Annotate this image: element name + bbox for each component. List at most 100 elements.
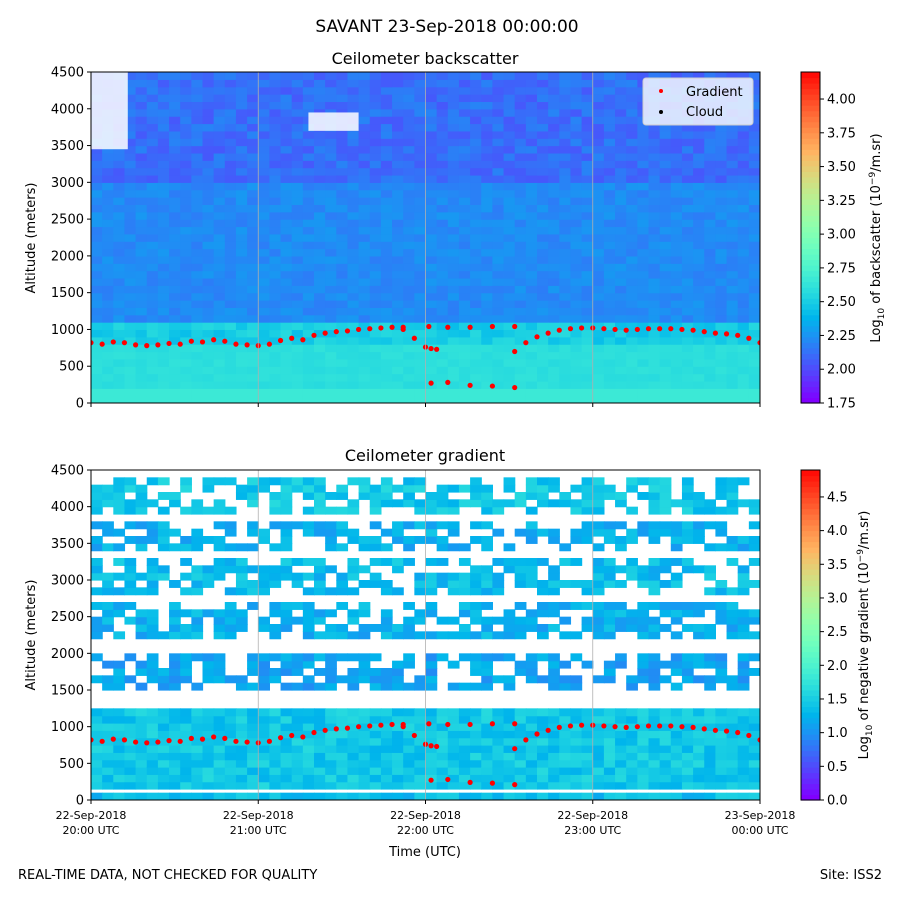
colorbar-segment xyxy=(801,761,820,768)
colorbar-segment xyxy=(801,745,820,752)
colorbar-tick-label: 1.5 xyxy=(827,692,848,707)
colorbar-segment xyxy=(801,574,820,581)
y-tick-label: 2500 xyxy=(51,610,84,625)
colorbar-segment xyxy=(801,514,820,521)
gradient-marker xyxy=(534,334,540,340)
gradient-marker xyxy=(523,340,529,346)
colorbar-segment xyxy=(801,558,820,565)
colorbar-segment xyxy=(801,259,820,266)
backscatter-plot-area xyxy=(90,72,761,403)
gradient-marker xyxy=(426,721,432,727)
backscatter-colorbar: 1.75 2.00 2.25 2.50 2.75 3.00 3.25 3.50 3.75 4.00 xyxy=(800,71,856,412)
gradient-marker xyxy=(556,327,562,333)
colorbar-segment xyxy=(801,569,820,576)
gradient-marker xyxy=(679,326,685,333)
colorbar-segment xyxy=(801,331,820,338)
colorbar-segment xyxy=(801,314,820,321)
gradient-marker xyxy=(389,324,395,330)
colorbar-segment xyxy=(801,94,820,101)
colorbar-segment xyxy=(801,662,820,669)
colorbar-segment xyxy=(801,105,820,112)
gradient-marker xyxy=(300,337,306,343)
x-tick-label-date: 22-Sep-2018 xyxy=(557,809,628,822)
gradient-marker xyxy=(244,342,250,348)
colorbar-segment xyxy=(801,646,820,653)
gradient-marker xyxy=(144,343,150,349)
colorbar-segment xyxy=(801,99,820,106)
colorbar-tick-label: 3.25 xyxy=(827,194,856,209)
gradient-marker xyxy=(311,332,317,338)
colorbar-segment xyxy=(801,503,820,510)
colorbar-segment xyxy=(801,298,820,305)
gradient-marker xyxy=(545,330,551,336)
colorbar-segment xyxy=(801,706,820,713)
gradient-marker xyxy=(289,335,295,341)
gradient-marker xyxy=(333,329,339,335)
colorbar-segment xyxy=(801,77,820,84)
y-tick-label: 4500 xyxy=(51,66,84,81)
gradient-marker xyxy=(467,721,473,728)
gradient-marker xyxy=(322,727,328,733)
gradient-marker xyxy=(188,338,194,344)
colorbar-tick-label: 4.5 xyxy=(827,490,848,505)
colorbar-segment xyxy=(801,143,820,150)
colorbar-segment xyxy=(801,530,820,537)
gradient-marker xyxy=(601,723,607,729)
colorbar-segment xyxy=(801,292,820,299)
backscatter-panel: Ceilometer backscatter 0 500 1000 1500 2000 2… xyxy=(24,49,887,412)
gradient-marker xyxy=(579,325,585,331)
gradient-marker xyxy=(612,724,618,730)
gradient-marker xyxy=(199,339,206,345)
gradient-marker xyxy=(344,328,351,334)
colorbar-segment xyxy=(801,712,820,719)
gradient-marker xyxy=(668,326,674,332)
gradient-marker xyxy=(378,722,384,728)
colorbar-segment xyxy=(801,701,820,708)
figure-suptitle: SAVANT 23-Sep-2018 00:00:00 xyxy=(315,17,578,37)
colorbar-tick-label: 3.00 xyxy=(827,228,856,243)
colorbar-segment xyxy=(801,375,820,382)
gradient-marker xyxy=(411,335,417,341)
gradient-marker xyxy=(579,722,585,728)
x-tick-label-date: 22-Sep-2018 xyxy=(390,809,461,822)
colorbar-frame xyxy=(800,71,821,404)
backscatter-ylabel: Altitude (meters) xyxy=(24,183,39,294)
gradient-marker xyxy=(211,734,217,740)
gradient-marker xyxy=(222,338,228,344)
colorbar-segment xyxy=(801,602,820,609)
colorbar-segment xyxy=(801,254,820,261)
colorbar-segment xyxy=(801,182,820,189)
x-tick-label-time: 23:00 UTC xyxy=(564,824,621,837)
gradient-marker xyxy=(121,340,128,346)
colorbar-segment xyxy=(801,618,820,625)
colorbar-segment xyxy=(801,486,820,493)
gradient-marker xyxy=(426,323,432,330)
gradient-marker xyxy=(99,738,105,744)
x-tick-label-date: 22-Sep-2018 xyxy=(223,809,294,822)
gradient-marker xyxy=(277,337,284,344)
colorbar-segment xyxy=(801,673,820,680)
colorbar-segment xyxy=(801,591,820,598)
gradient-marker xyxy=(110,736,116,742)
gradient-marker xyxy=(567,326,574,332)
gradient-marker xyxy=(657,723,663,729)
legend-gradient-marker xyxy=(659,89,663,93)
gradient-marker xyxy=(99,341,105,347)
colorbar-segment xyxy=(801,204,820,211)
y-tick-label: 0 xyxy=(76,794,84,809)
gradient-marker xyxy=(623,327,629,333)
gradient-marker xyxy=(489,323,495,330)
x-tick-label-date: 22-Sep-2018 xyxy=(56,809,127,822)
gradient-marker xyxy=(110,339,116,345)
colorbar-segment xyxy=(801,83,820,90)
gradient-marker xyxy=(701,726,707,732)
colorbar-frame xyxy=(800,469,821,801)
gradient-colorbar-label: Log10 of negative gradient (10−9/m.sr) xyxy=(856,511,875,760)
y-tick-label: 0 xyxy=(76,397,84,412)
colorbar-tick-label: 1.75 xyxy=(827,397,856,412)
gradient-marker xyxy=(277,735,284,741)
backscatter-title: Ceilometer backscatter xyxy=(332,49,519,68)
gradient-marker xyxy=(177,341,183,347)
colorbar-segment xyxy=(801,336,820,343)
